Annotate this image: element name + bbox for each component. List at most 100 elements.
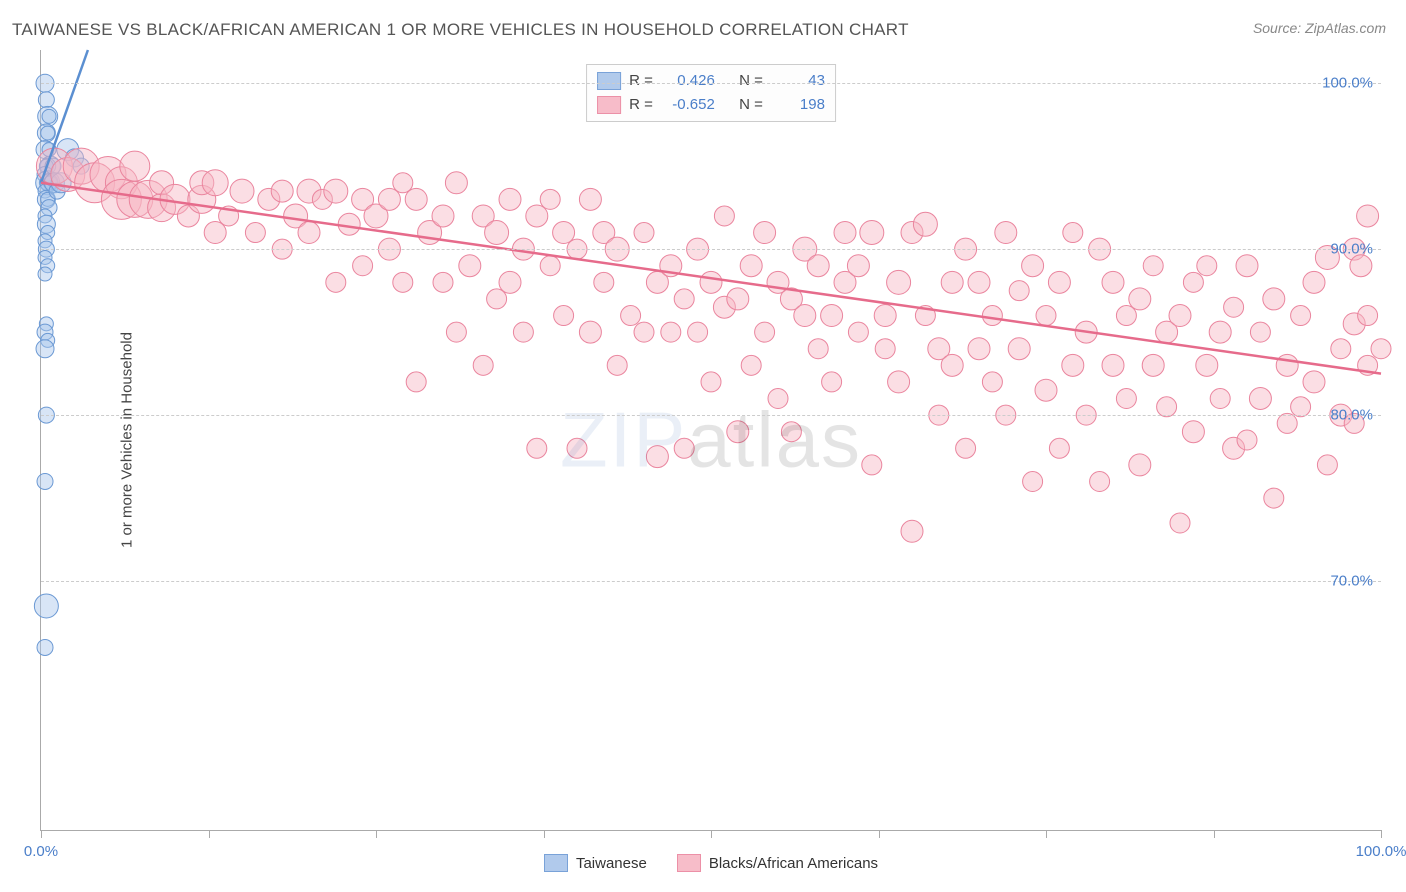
source-label: Source: ZipAtlas.com xyxy=(1253,20,1386,36)
scatter-point-blacks xyxy=(393,173,413,193)
scatter-point-blacks xyxy=(567,438,587,458)
scatter-point-blacks xyxy=(554,306,574,326)
scatter-point-blacks xyxy=(741,355,761,375)
scatter-point-blacks xyxy=(740,255,762,277)
legend-label-taiwanese: Taiwanese xyxy=(576,855,647,872)
trend-line-blacks xyxy=(41,183,1381,374)
scatter-point-blacks xyxy=(1116,389,1136,409)
x-tick xyxy=(544,830,545,838)
scatter-point-blacks xyxy=(1182,421,1204,443)
scatter-point-blacks xyxy=(714,206,734,226)
scatter-point-blacks xyxy=(1090,471,1110,491)
scatter-point-blacks xyxy=(1209,321,1231,343)
scatter-point-blacks xyxy=(956,438,976,458)
chart-title: TAIWANESE VS BLACK/AFRICAN AMERICAN 1 OR… xyxy=(12,20,909,40)
scatter-point-blacks xyxy=(634,322,654,342)
scatter-point-blacks xyxy=(1170,513,1190,533)
scatter-point-blacks xyxy=(982,372,1002,392)
x-tick-label: 100.0% xyxy=(1356,843,1406,860)
scatter-point-blacks xyxy=(1129,454,1151,476)
scatter-point-blacks xyxy=(271,180,293,202)
scatter-point-blacks xyxy=(1358,306,1378,326)
scatter-point-blacks xyxy=(230,179,254,203)
scatter-point-blacks xyxy=(1357,205,1379,227)
scatter-point-blacks xyxy=(661,322,681,342)
scatter-point-blacks xyxy=(822,372,842,392)
scatter-point-blacks xyxy=(473,355,493,375)
scatter-point-blacks xyxy=(1264,488,1284,508)
scatter-point-blacks xyxy=(326,272,346,292)
scatter-point-blacks xyxy=(499,188,521,210)
swatch-taiwanese xyxy=(597,72,621,90)
scatter-point-blacks xyxy=(324,179,348,203)
scatter-point-blacks xyxy=(459,255,481,277)
scatter-point-blacks xyxy=(688,322,708,342)
scatter-point-blacks xyxy=(393,272,413,292)
legend-label-blacks: Blacks/African Americans xyxy=(709,855,878,872)
scatter-point-blacks xyxy=(808,339,828,359)
scatter-point-blacks xyxy=(674,289,694,309)
r-value-taiwanese: 0.426 xyxy=(661,69,715,93)
scatter-point-taiwanese xyxy=(37,473,53,489)
scatter-point-blacks xyxy=(968,338,990,360)
n-label: N = xyxy=(739,93,763,117)
scatter-point-blacks xyxy=(353,256,373,276)
scatter-point-blacks xyxy=(1008,338,1030,360)
scatter-point-blacks xyxy=(982,306,1002,326)
scatter-point-blacks xyxy=(1048,271,1070,293)
n-label: N = xyxy=(739,69,763,93)
scatter-point-blacks xyxy=(847,255,869,277)
scatter-point-blacks xyxy=(1317,455,1337,475)
scatter-point-blacks xyxy=(553,222,575,244)
series-legend: Taiwanese Blacks/African Americans xyxy=(41,854,1381,872)
gridline xyxy=(41,249,1381,250)
scatter-point-blacks xyxy=(1062,354,1084,376)
scatter-point-blacks xyxy=(513,322,533,342)
gridline xyxy=(41,83,1381,84)
scatter-point-blacks xyxy=(794,305,816,327)
scatter-point-blacks xyxy=(674,438,694,458)
scatter-point-blacks xyxy=(887,270,911,294)
r-label: R = xyxy=(629,93,653,117)
scatter-point-blacks xyxy=(245,223,265,243)
scatter-point-blacks xyxy=(1023,471,1043,491)
gridline xyxy=(41,415,1381,416)
scatter-point-blacks xyxy=(1237,430,1257,450)
scatter-point-taiwanese xyxy=(38,92,54,108)
y-tick-label: 100.0% xyxy=(1322,75,1373,92)
scatter-point-blacks xyxy=(834,222,856,244)
r-label: R = xyxy=(629,69,653,93)
scatter-point-blacks xyxy=(1224,297,1244,317)
scatter-point-blacks xyxy=(941,271,963,293)
scatter-point-blacks xyxy=(378,188,400,210)
legend-item-blacks: Blacks/African Americans xyxy=(677,854,878,872)
scatter-point-blacks xyxy=(433,272,453,292)
scatter-point-blacks xyxy=(1169,305,1191,327)
scatter-point-blacks xyxy=(406,372,426,392)
x-tick xyxy=(711,830,712,838)
scatter-point-blacks xyxy=(1183,272,1203,292)
scatter-point-blacks xyxy=(1009,281,1029,301)
scatter-point-blacks xyxy=(860,221,884,245)
scatter-point-blacks xyxy=(1035,379,1057,401)
x-tick xyxy=(1046,830,1047,838)
scatter-point-blacks xyxy=(1197,256,1217,276)
n-value-taiwanese: 43 xyxy=(771,69,825,93)
scatter-point-blacks xyxy=(621,306,641,326)
scatter-point-blacks xyxy=(754,222,776,244)
scatter-point-blacks xyxy=(1291,397,1311,417)
scatter-point-blacks xyxy=(607,355,627,375)
n-value-blacks: 198 xyxy=(771,93,825,117)
scatter-point-blacks xyxy=(874,305,896,327)
swatch-blacks xyxy=(677,854,701,872)
scatter-point-blacks xyxy=(862,455,882,475)
stats-legend: R = 0.426 N = 43 R = -0.652 N = 198 xyxy=(586,64,836,122)
scatter-point-blacks xyxy=(646,446,668,468)
scatter-point-blacks xyxy=(1022,255,1044,277)
scatter-point-blacks xyxy=(1143,256,1163,276)
scatter-point-blacks xyxy=(807,255,829,277)
scatter-point-blacks xyxy=(540,189,560,209)
scatter-point-blacks xyxy=(485,221,509,245)
scatter-point-blacks xyxy=(821,305,843,327)
scatter-point-blacks xyxy=(700,271,722,293)
